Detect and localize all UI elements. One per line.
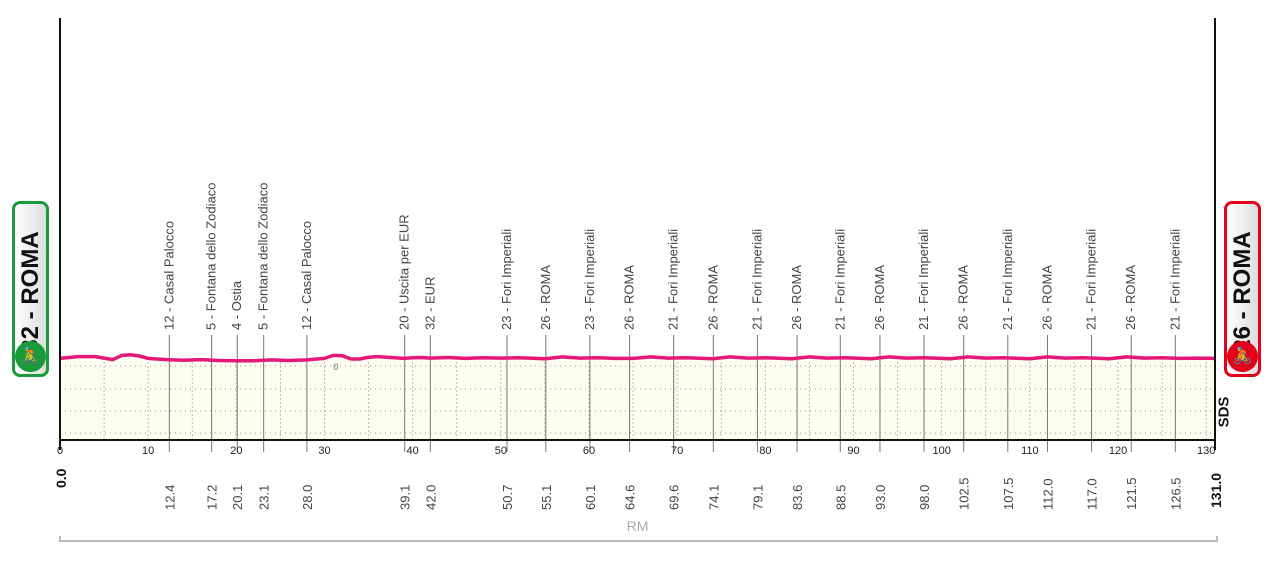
x-tick-label: 100 — [932, 445, 950, 457]
elevation-marker: 0 — [333, 362, 338, 372]
waypoint-km: 126.5 — [1168, 477, 1183, 510]
waypoint-km: 28.0 — [300, 485, 315, 510]
waypoint-label: 26 - ROMA — [1123, 265, 1138, 330]
waypoint-label: 21 - Fori Imperiali — [1167, 229, 1182, 330]
x-tick-label: 130 — [1197, 445, 1215, 457]
waypoint-label: 23 - Fori Imperiali — [582, 229, 597, 330]
cyclist-icon: 🚴 — [1227, 341, 1258, 372]
waypoint-km: 23.1 — [257, 485, 272, 510]
waypoint-km: 93.0 — [873, 485, 888, 510]
start-label: 32 - ROMA — [16, 231, 44, 353]
profile-area — [60, 354, 1215, 440]
waypoint-label: 26 - ROMA — [956, 265, 971, 330]
sds-logo: SDS — [1215, 396, 1233, 428]
x-tick-label: 30 — [318, 445, 330, 457]
x-tick-label: 50 — [495, 445, 507, 457]
waypoint-label: 26 - ROMA — [789, 265, 804, 330]
waypoint-label: 32 - EUR — [422, 277, 437, 330]
waypoint-label: 21 - Fori Imperiali — [832, 229, 847, 330]
waypoint-km: 83.6 — [790, 485, 805, 510]
region-bracket — [59, 536, 1218, 542]
waypoint-km: 107.5 — [1001, 477, 1016, 510]
finish-km: 131.0 — [1208, 473, 1224, 508]
waypoint-label: 26 - ROMA — [538, 265, 553, 330]
waypoint-label: 21 - Fori Imperiali — [666, 229, 681, 330]
waypoint-label: 5 - Fontana dello Zodiaco — [204, 183, 219, 330]
waypoint-km: 117.0 — [1085, 478, 1100, 510]
waypoint-label: 4 - Ostia — [229, 280, 244, 330]
waypoint-km: 20.1 — [230, 485, 245, 510]
waypoint-label: 26 - ROMA — [1039, 265, 1054, 330]
waypoint-km: 79.1 — [750, 485, 765, 510]
waypoint-label: 21 - Fori Imperiali — [1084, 229, 1099, 330]
waypoint-km: 42.0 — [423, 485, 438, 510]
waypoint-km: 55.1 — [539, 485, 554, 510]
profile-line — [59, 353, 1216, 363]
waypoint-label: 26 - ROMA — [705, 265, 720, 330]
waypoint-label: 26 - ROMA — [872, 265, 887, 330]
waypoint-km: 64.6 — [623, 485, 638, 510]
start-km: 0.0 — [53, 468, 69, 488]
waypoint-km: 98.0 — [917, 485, 932, 510]
waypoint-km: 17.2 — [205, 485, 220, 510]
region-label: RM — [626, 518, 649, 534]
x-tick-label: 0 — [57, 445, 63, 457]
waypoint-km: 39.1 — [398, 485, 413, 510]
finish-label: 26 - ROMA — [1228, 231, 1256, 353]
x-tick-label: 90 — [847, 445, 859, 457]
waypoint-label: 12 - Casal Palocco — [161, 221, 176, 330]
waypoint-km: 69.6 — [667, 485, 682, 510]
x-tick-label: 80 — [759, 445, 771, 457]
waypoint-km: 102.5 — [957, 477, 972, 510]
waypoint-km: 74.1 — [706, 485, 721, 510]
waypoint-label: 21 - Fori Imperiali — [749, 229, 764, 330]
waypoint-label: 20 - Uscita per EUR — [397, 214, 412, 330]
waypoint-km: 12.4 — [162, 485, 177, 510]
x-tick-label: 60 — [583, 445, 595, 457]
x-tick-label: 70 — [671, 445, 683, 457]
x-tick-label: 40 — [407, 445, 419, 457]
waypoint-km: 88.5 — [833, 485, 848, 510]
waypoint-km: 121.5 — [1124, 477, 1139, 510]
waypoint-label: 5 - Fontana dello Zodiaco — [256, 183, 271, 330]
finish-badge: 26 - ROMA 🚴 — [1224, 201, 1261, 377]
x-tick-label: 10 — [142, 445, 154, 457]
waypoint-label: 23 - Fori Imperiali — [499, 229, 514, 330]
cyclist-icon: 🚴 — [15, 341, 46, 372]
waypoint-label: 12 - Casal Palocco — [299, 221, 314, 330]
x-tick-label: 20 — [230, 445, 242, 457]
x-tick-label: 110 — [1021, 445, 1039, 457]
waypoint-label: 21 - Fori Imperiali — [1000, 229, 1015, 330]
waypoint-km: 50.7 — [500, 485, 515, 510]
x-tick-label: 120 — [1109, 445, 1127, 457]
waypoint-label: 21 - Fori Imperiali — [916, 229, 931, 330]
waypoint-km: 60.1 — [583, 485, 598, 510]
waypoint-label: 26 - ROMA — [622, 265, 637, 330]
start-badge: 32 - ROMA 🚴 — [12, 201, 49, 377]
waypoint-km: 112.0 — [1040, 478, 1055, 510]
